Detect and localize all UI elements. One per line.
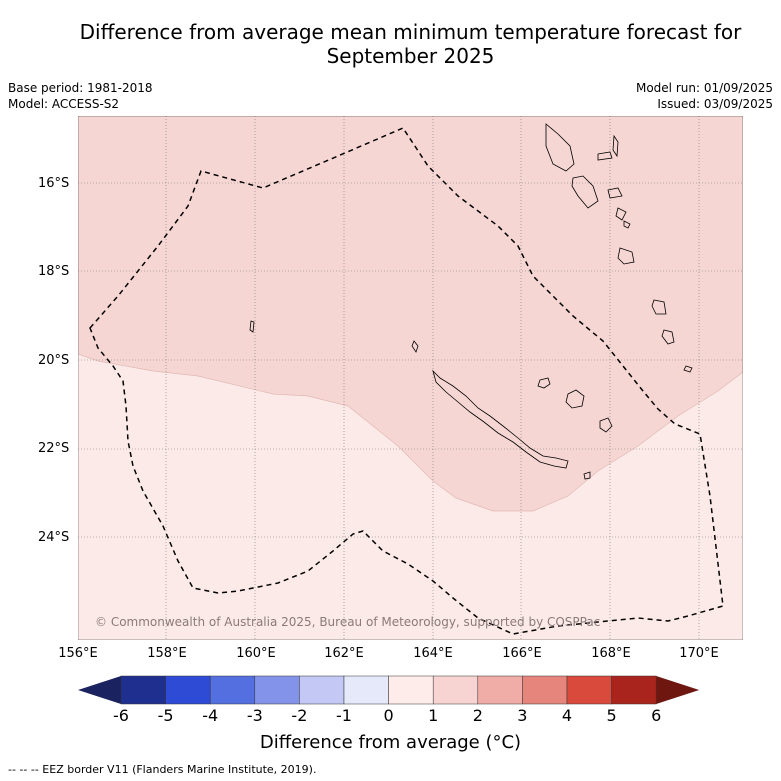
loyalty-island-3 <box>599 417 613 433</box>
lon-label-168e: 168°E <box>591 646 631 661</box>
lat-label-22s: 22°S <box>38 441 70 456</box>
colorbar-segment <box>566 675 612 705</box>
colorbar-segment <box>120 675 166 705</box>
meta-right: Model run: 01/09/2025 Issued: 03/09/2025 <box>636 80 773 112</box>
colorbar-low-cap <box>78 676 121 704</box>
vanuatu-islands <box>545 123 693 373</box>
map-plot: © Commonwealth of Australia 2025, Bureau… <box>78 116 743 640</box>
colorbar-tick-label: -6 <box>113 706 129 725</box>
colorbar-tick-label: 2 <box>472 706 483 725</box>
lon-label-166e: 166°E <box>502 646 542 661</box>
anomaly-zone-high <box>78 116 743 512</box>
small-island-1 <box>249 320 255 333</box>
new-caledonia-island <box>432 369 569 469</box>
model-name: Model: ACCESS-S2 <box>8 97 120 111</box>
lon-label-170e: 170°E <box>679 646 719 661</box>
colorbar-tick-label: 6 <box>651 706 662 725</box>
lon-label-158e: 158°E <box>147 646 187 661</box>
colorbar-title: Difference from average (°C) <box>259 732 522 753</box>
colorbar-tick-label: 3 <box>517 706 528 725</box>
lon-label-164e: 164°E <box>413 646 453 661</box>
colorbar-segment <box>165 675 211 705</box>
map-title: Difference from average mean minimum tem… <box>79 20 742 68</box>
colorbar-tick-label: 4 <box>561 706 573 725</box>
lat-label-24s: 24°S <box>38 530 70 545</box>
colorbar-tick-label: -1 <box>336 706 352 725</box>
colorbar-segment <box>343 675 389 705</box>
lat-label-18s: 18°S <box>38 264 70 279</box>
colorbar-tick-label: 0 <box>383 706 394 725</box>
colorbar-segment <box>209 675 256 705</box>
colorbar-tick-label: -4 <box>202 706 219 725</box>
base-period: Base period: 1981-2018 <box>8 81 153 95</box>
eez-border <box>89 127 724 635</box>
meta-left: Base period: 1981-2018 Model: ACCESS-S2 <box>8 80 153 112</box>
copyright-text: © Commonwealth of Australia 2025, Bureau… <box>95 615 600 629</box>
colorbar-tick-label: 1 <box>428 706 439 725</box>
colorbar-segment <box>477 675 523 705</box>
colorbar-tick-label: -3 <box>246 706 263 725</box>
colorbar-high-cap <box>656 676 700 704</box>
colorbar <box>78 675 700 705</box>
colorbar-segment <box>522 675 568 705</box>
colorbar-tick-label: -2 <box>291 706 308 725</box>
belep-islands <box>411 340 419 353</box>
lat-label-16s: 16°S <box>38 176 70 191</box>
eez-footnote: -- -- -- EEZ border V11 (Flanders Marine… <box>8 763 317 776</box>
gridlines <box>78 116 743 640</box>
loyalty-island-1 <box>537 377 551 389</box>
colorbar-segment <box>611 675 657 705</box>
lon-label-160e: 160°E <box>236 646 276 661</box>
colorbar-tick-label: -5 <box>157 706 174 725</box>
colorbar-segment <box>432 675 479 705</box>
coastlines <box>249 320 613 480</box>
colorbar-segment <box>388 675 434 705</box>
lon-label-156e: 156°E <box>58 646 98 661</box>
isle-of-pines <box>583 471 591 480</box>
model-run: Model run: 01/09/2025 <box>635 81 773 95</box>
lat-label-20s: 20°S <box>38 353 70 368</box>
issued-date: Issued: 03/09/2025 <box>657 97 773 111</box>
colorbar-segment <box>254 675 300 705</box>
lon-label-162e: 162°E <box>324 646 364 661</box>
colorbar-tick-label: 5 <box>606 706 617 725</box>
loyalty-island-2 <box>565 389 585 409</box>
colorbar-segment <box>299 675 345 705</box>
